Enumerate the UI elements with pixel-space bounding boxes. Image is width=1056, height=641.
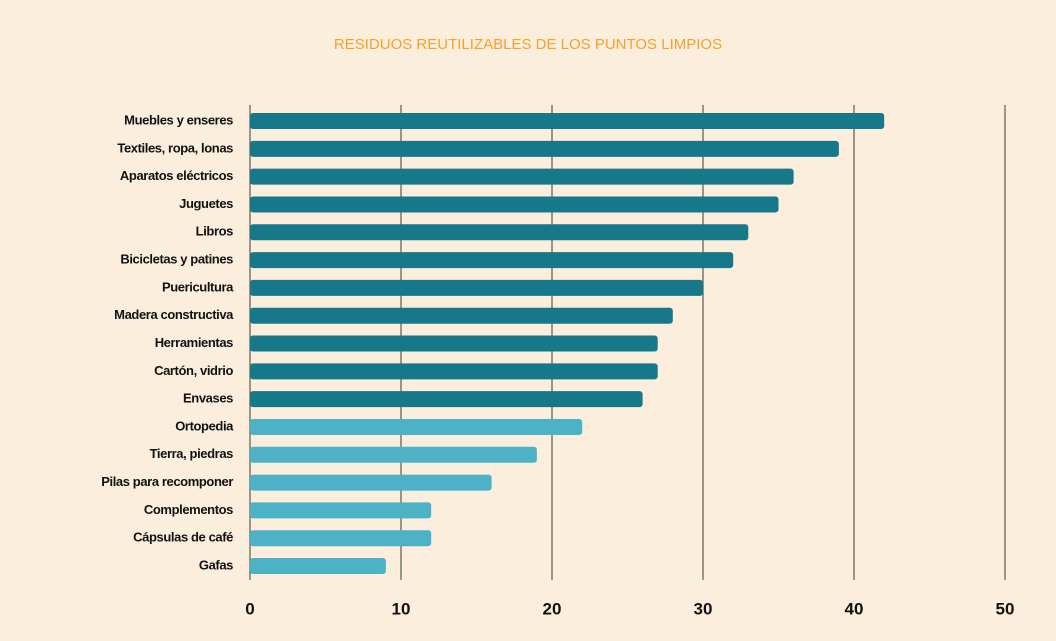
y-tick-label: Ortopedia	[175, 418, 234, 433]
y-tick-label: Juguetes	[179, 196, 233, 211]
bar	[250, 196, 779, 213]
bar	[250, 558, 386, 574]
x-tick-label: 0	[245, 599, 254, 618]
y-tick-label: Complementos	[144, 502, 233, 517]
y-tick-label: Libros	[196, 224, 233, 239]
bar	[250, 446, 537, 463]
bar	[250, 307, 673, 324]
x-tick-label: 30	[694, 599, 713, 618]
y-tick-label: Aparatos eléctricos	[120, 168, 233, 183]
bar	[250, 224, 749, 241]
bar	[250, 168, 794, 185]
y-tick-label: Muebles y enseres	[124, 112, 233, 127]
x-tick-label: 10	[392, 599, 411, 618]
y-tick-label: Puericultura	[162, 279, 234, 294]
bar	[250, 279, 703, 296]
y-tick-label: Cápsulas de café	[133, 530, 233, 545]
chart-title: RESIDUOS REUTILIZABLES DE LOS PUNTOS LIM…	[334, 36, 722, 53]
x-tick-label: 50	[996, 599, 1015, 618]
y-tick-label: Pilas para recomponer	[101, 474, 233, 489]
y-tick-label: Tierra, piedras	[150, 446, 234, 461]
bar	[250, 502, 432, 519]
bar	[250, 363, 658, 380]
y-tick-label: Cartón, vidrio	[154, 363, 233, 378]
x-tick-label: 40	[845, 599, 864, 618]
x-tick-label: 20	[543, 599, 562, 618]
bar	[250, 335, 658, 352]
y-tick-label: Madera constructiva	[114, 307, 234, 322]
y-tick-label: Gafas	[199, 557, 233, 572]
y-tick-label: Herramientas	[155, 335, 233, 350]
y-tick-label: Envases	[183, 391, 233, 406]
bar	[250, 391, 643, 408]
bar	[250, 140, 839, 157]
bar	[250, 113, 885, 129]
bar	[250, 474, 492, 491]
bar	[250, 252, 734, 269]
y-tick-label: Bicicletas y patines	[120, 252, 233, 267]
y-tick-label: Textiles, ropa, lonas	[117, 140, 233, 155]
bar	[250, 418, 583, 435]
bar	[250, 530, 432, 547]
